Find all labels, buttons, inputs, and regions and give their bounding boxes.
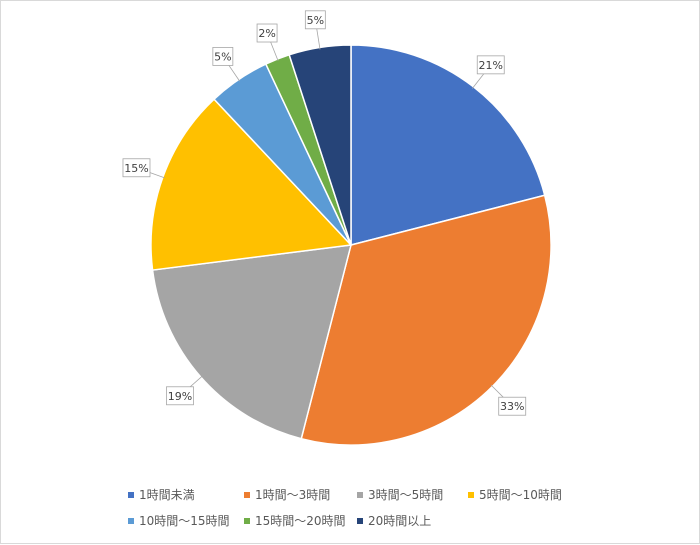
data-label: 21% [479,59,503,72]
data-label-box [476,55,505,75]
legend-label: 20時間以上 [368,514,432,528]
legend-swatch [357,517,363,524]
legend-label: 5時間～10時間 [479,488,562,502]
legend-item: 1時間～3時間 [244,486,330,503]
data-label-box [212,47,234,66]
legend-item: 5時間～10時間 [468,486,562,503]
legend-label: 3時間～5時間 [368,488,444,502]
data-label-box [166,386,194,406]
data-label-box [122,158,151,178]
legend-item: 3時間～5時間 [357,486,443,503]
legend-item: 10時間～15時間 [128,512,230,529]
legend-swatch [128,491,134,498]
legend-swatch [468,491,474,498]
legend-item: 1時間未満 [128,486,195,503]
legend-swatch [244,491,250,498]
legend-swatch [128,517,134,524]
data-label-box [498,396,527,416]
legend-label: 15時間～20時間 [255,514,346,528]
data-label-box [304,10,326,30]
legend-label: 1時間未満 [139,488,195,502]
legend-item: 20時間以上 [357,512,431,529]
legend-label: 10時間～15時間 [139,514,230,528]
legend-label: 1時間～3時間 [255,488,331,502]
data-label: 33% [500,400,524,413]
data-label: 5% [214,50,231,63]
legend-swatch [244,517,250,524]
data-label: 5% [307,14,324,27]
legend-item: 15時間～20時間 [244,512,346,529]
legend-swatch [357,491,363,498]
data-label-box [256,23,278,43]
data-label: 19% [168,390,192,403]
data-label: 15% [124,162,148,175]
data-label: 2% [258,27,275,40]
